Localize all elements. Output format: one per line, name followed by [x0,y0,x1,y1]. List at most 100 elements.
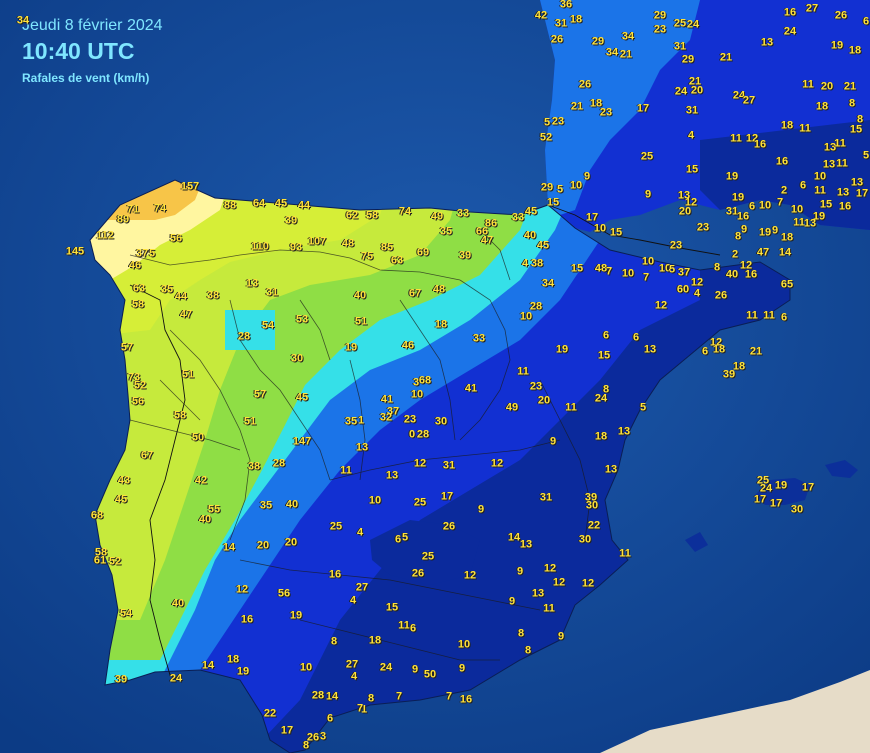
station-gust-label: 8 [367,692,375,705]
station-gust-label: 24 [732,89,746,102]
station-gust-label: 5 [668,263,676,276]
station-gust-label: 8 [517,627,525,640]
station-gust-label: 25 [421,550,435,563]
station-gust-label: 5 [148,247,156,260]
station-gust-label: 145 [65,245,85,258]
station-gust-label: 5 [556,183,564,196]
station-gust-label: 23 [696,221,710,234]
station-gust-label: 19 [812,210,826,223]
station-gust-label: 4 [693,287,701,300]
station-gust-label: 28 [311,689,325,702]
station-gust-label: 9 [516,565,524,578]
station-gust-label: 29 [681,53,695,66]
station-gust-label: 11 [619,547,631,560]
station-gust-label: 11 [814,184,826,197]
station-gust-label: 74 [398,205,412,218]
station-gust-label: 10 [457,638,471,651]
station-gust-label: 10 [299,661,313,674]
station-gust-label: 56 [131,395,145,408]
station-gust-label: 19 [731,191,745,204]
station-gust-label: 30 [790,503,804,516]
station-gust-label: 17 [855,187,869,200]
station-gust-label: 15 [546,196,560,209]
station-gust-label: 23 [599,106,613,119]
station-gust-label: 35 [439,225,453,238]
station-gust-label: 8 [856,113,864,126]
station-gust-label: 6 [799,179,807,192]
station-gust-label: 35 [160,283,174,296]
station-gust-label: 39 [584,491,598,504]
station-gust-label: 27 [345,658,359,671]
station-gust-label: 47 [179,308,193,321]
station-gust-label: 11 [517,365,529,378]
station-gust-label: 40 [198,513,212,526]
station-gust-label: 44 [174,290,188,303]
station-gust-label: 9 [557,630,565,643]
station-gust-label: 57 [120,341,134,354]
station-gust-label: 75 [360,250,374,263]
station-gust-label: 8 [734,230,742,243]
station-gust-label: 10 [368,494,382,507]
station-gust-label: 26 [306,731,320,744]
station-gust-label: 43 [117,474,131,487]
station-gust-label: 19 [236,665,250,678]
station-gust-label: 24 [594,392,608,405]
station-gust-label: 34 [541,277,555,290]
station-gust-label: 11 [799,122,811,135]
station-gust-label: 12 [552,576,566,589]
map-time: 10:40 UTC [22,38,135,64]
station-gust-label: 10 [658,262,672,275]
station-gust-label: 39 [114,673,128,686]
station-gust-label: 8 [602,383,610,396]
station-gust-label: 39 [458,249,472,262]
station-gust-label: 0 [408,428,416,441]
station-gust-label: 32 [379,411,393,424]
station-gust-label: 9 [549,435,557,448]
station-gust-label: 2 [780,184,788,197]
station-gust-label: 89 [116,213,130,226]
station-gust-label: 51 [181,368,195,381]
station-gust-label: 18 [589,97,603,110]
station-gust-label: 45 [524,205,538,218]
station-gust-label: 46 [401,339,415,352]
station-gust-label: 7 [356,702,364,715]
station-gust-label: 20 [256,539,270,552]
station-gust-label: 37 [386,405,400,418]
station-gust-label: 64 [252,197,266,210]
station-gust-label: 16 [753,138,767,151]
station-gust-label: 14 [778,246,792,259]
station-gust-label: 15 [849,123,863,136]
station-gust-label: 56 [277,587,291,600]
station-gust-label: 5 [862,149,870,162]
station-gust-label: 20 [284,536,298,549]
station-gust-label: 49 [430,210,444,223]
station-gust-label: 12 [684,196,698,209]
station-gust-label: 61 [93,554,107,567]
station-gust-label: 30 [434,415,448,428]
station-gust-label: 36 [559,0,573,11]
station-gust-label: 53 [295,313,309,326]
station-gust-label: 38 [530,257,544,270]
station-gust-label: 52 [539,131,553,144]
station-gust-label: 15 [819,198,833,211]
station-gust-label: 23 [653,23,667,36]
station-gust-label: 15 [385,601,399,614]
station-gust-label: 6 [602,329,610,342]
station-gust-label: 9 [644,188,652,201]
station-gust-label: 23 [403,413,417,426]
station-gust-label: 15 [597,349,611,362]
station-gust-label: 22 [587,519,601,532]
station-gust-label: 34 [16,14,30,27]
station-gust-label: 37 [135,247,149,260]
station-gust-label: 18 [732,360,746,373]
station-gust-label: 18 [815,100,829,113]
station-gust-label: 31 [554,17,568,30]
station-gust-label: 18 [594,430,608,443]
station-gust-label: 6 [394,533,402,546]
station-gust-label: 17 [769,497,783,510]
station-gust-label: 13 [604,463,618,476]
station-gust-label: 13 [355,441,369,454]
station-gust-label: 11 [543,602,555,615]
station-gust-label: 63 [390,254,404,267]
station-gust-label: 12 [690,276,704,289]
